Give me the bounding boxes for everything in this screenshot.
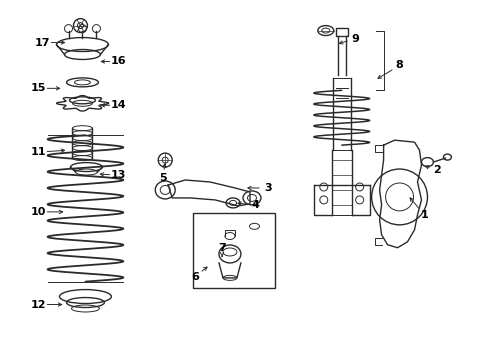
Text: 13: 13 — [110, 170, 126, 180]
Text: 3: 3 — [264, 183, 271, 193]
Bar — [335, 28, 347, 36]
Text: 1: 1 — [420, 210, 427, 220]
Text: 7: 7 — [218, 243, 225, 253]
Text: 15: 15 — [31, 84, 46, 93]
Text: 2: 2 — [433, 165, 441, 175]
Text: 9: 9 — [351, 33, 359, 44]
Text: 14: 14 — [110, 100, 126, 110]
Text: 5: 5 — [159, 173, 167, 183]
Text: 11: 11 — [31, 147, 46, 157]
Text: 12: 12 — [31, 300, 46, 310]
Text: 4: 4 — [250, 200, 258, 210]
Text: 6: 6 — [191, 272, 199, 282]
Text: 17: 17 — [35, 37, 50, 48]
Bar — [193, 213, 274, 288]
Text: 10: 10 — [31, 207, 46, 217]
Text: 8: 8 — [395, 60, 403, 71]
Text: 16: 16 — [110, 57, 126, 67]
